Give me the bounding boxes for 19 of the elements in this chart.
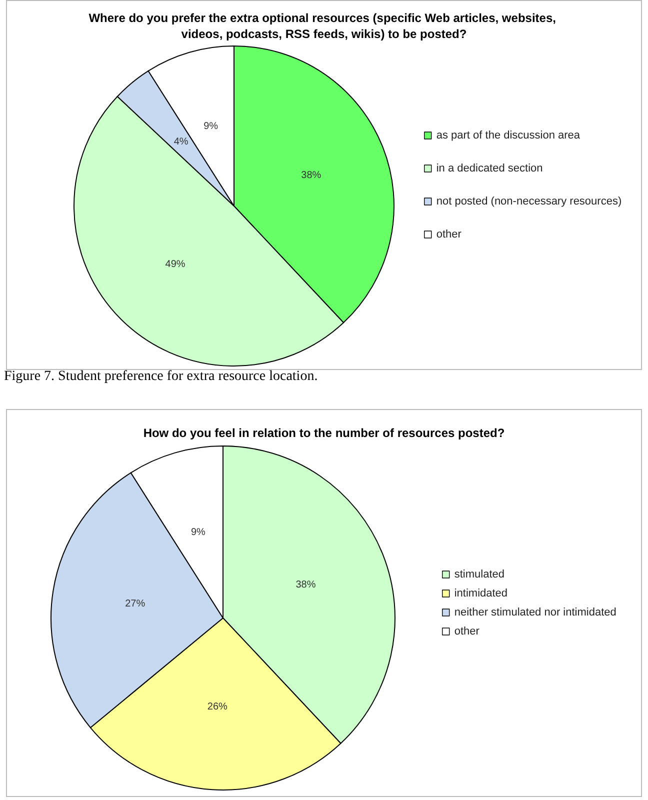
legend-label: neither stimulated nor intimidated (454, 606, 616, 618)
caption: Figure 7. Student preference for extra resource location. (4, 369, 318, 385)
data-label: 9% (190, 527, 206, 538)
data-label: 38% (301, 170, 322, 181)
data-label: 9% (204, 120, 218, 132)
legend-label: not posted (non-necessary resources) (436, 196, 622, 208)
chart-title: How do you feel in relation to the number of resources posted? (143, 426, 505, 440)
data-label: 38% (296, 580, 316, 591)
chart-title: Where do you prefer the extra optional resources (specific Web articles, websites, videos, podcasts, RSS feeds, wikis) to be posted? (88, 11, 560, 41)
legend-label: other (436, 228, 462, 240)
data-label: 26% (207, 701, 228, 712)
legend-label: other (454, 626, 480, 638)
legend-label: stimulated (454, 568, 504, 580)
legend-label: in a dedicated section (436, 162, 543, 174)
data-label: 27% (125, 598, 146, 610)
legend-label: as part of the discussion area (436, 130, 581, 142)
data-label: 49% (165, 259, 186, 270)
legend-label: intimidated (454, 588, 508, 600)
data-label: 4% (174, 136, 188, 148)
